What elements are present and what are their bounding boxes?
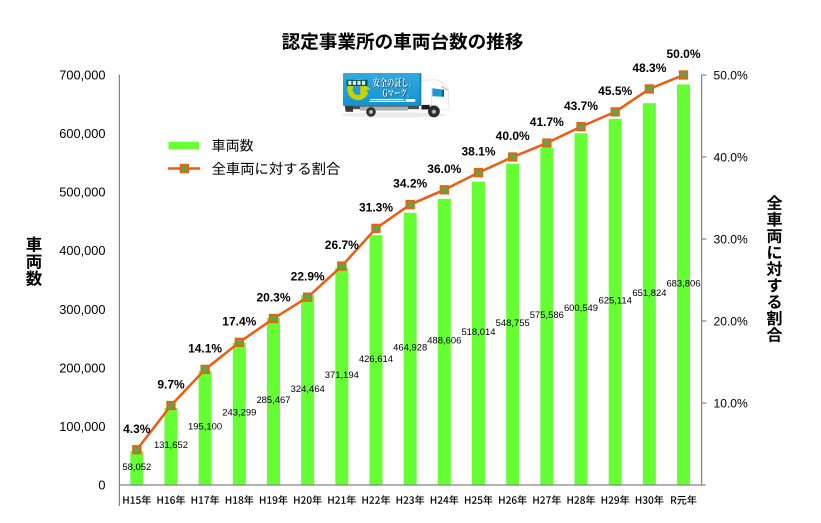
svg-text:38.1%: 38.1%	[461, 145, 495, 159]
svg-text:131,652: 131,652	[154, 440, 188, 451]
svg-text:14.1%: 14.1%	[188, 342, 222, 356]
svg-text:31.3%: 31.3%	[359, 200, 393, 214]
svg-text:40.0%: 40.0%	[714, 150, 749, 164]
svg-text:22.9%: 22.9%	[291, 269, 325, 283]
svg-text:285,467: 285,467	[256, 395, 290, 406]
svg-text:426,614: 426,614	[359, 354, 393, 365]
svg-text:683,806: 683,806	[666, 279, 700, 290]
svg-text:400,000: 400,000	[59, 243, 105, 258]
svg-text:464,928: 464,928	[393, 343, 427, 354]
svg-text:50.0%: 50.0%	[666, 47, 700, 61]
svg-text:518,014: 518,014	[461, 327, 495, 338]
svg-text:10.0%: 10.0%	[714, 396, 749, 410]
svg-text:300,000: 300,000	[59, 302, 105, 317]
svg-text:600,549: 600,549	[564, 303, 598, 314]
svg-text:36.0%: 36.0%	[427, 162, 461, 176]
svg-text:651,824: 651,824	[632, 288, 666, 299]
svg-text:0: 0	[98, 478, 105, 493]
svg-text:17.4%: 17.4%	[222, 314, 256, 328]
svg-text:41.7%: 41.7%	[530, 115, 564, 129]
svg-text:600,000: 600,000	[59, 126, 105, 141]
svg-text:100,000: 100,000	[59, 419, 105, 434]
svg-text:500,000: 500,000	[59, 185, 105, 200]
svg-text:45.5%: 45.5%	[598, 84, 632, 98]
svg-text:195,100: 195,100	[188, 422, 222, 433]
svg-text:40.0%: 40.0%	[496, 129, 530, 143]
svg-text:50.0%: 50.0%	[714, 68, 749, 82]
svg-text:30.0%: 30.0%	[714, 232, 749, 246]
svg-text:548,755: 548,755	[496, 318, 530, 329]
svg-text:371,194: 371,194	[325, 370, 359, 381]
svg-text:20.3%: 20.3%	[256, 291, 290, 305]
svg-text:575,586: 575,586	[530, 310, 564, 321]
svg-text:700,000: 700,000	[59, 68, 105, 83]
svg-text:4.3%: 4.3%	[123, 422, 151, 436]
svg-text:243,299: 243,299	[222, 408, 256, 419]
svg-text:34.2%: 34.2%	[393, 177, 427, 191]
svg-text:20.0%: 20.0%	[714, 314, 749, 328]
svg-text:200,000: 200,000	[59, 360, 105, 375]
svg-text:43.7%: 43.7%	[564, 99, 598, 113]
svg-text:48.3%: 48.3%	[632, 61, 666, 75]
svg-text:58,052: 58,052	[122, 462, 151, 473]
svg-text:625,114: 625,114	[598, 296, 631, 307]
svg-text:488,606: 488,606	[427, 336, 461, 347]
svg-text:324,464: 324,464	[291, 384, 325, 395]
svg-text:9.7%: 9.7%	[157, 378, 185, 392]
svg-text:26.7%: 26.7%	[325, 238, 359, 252]
